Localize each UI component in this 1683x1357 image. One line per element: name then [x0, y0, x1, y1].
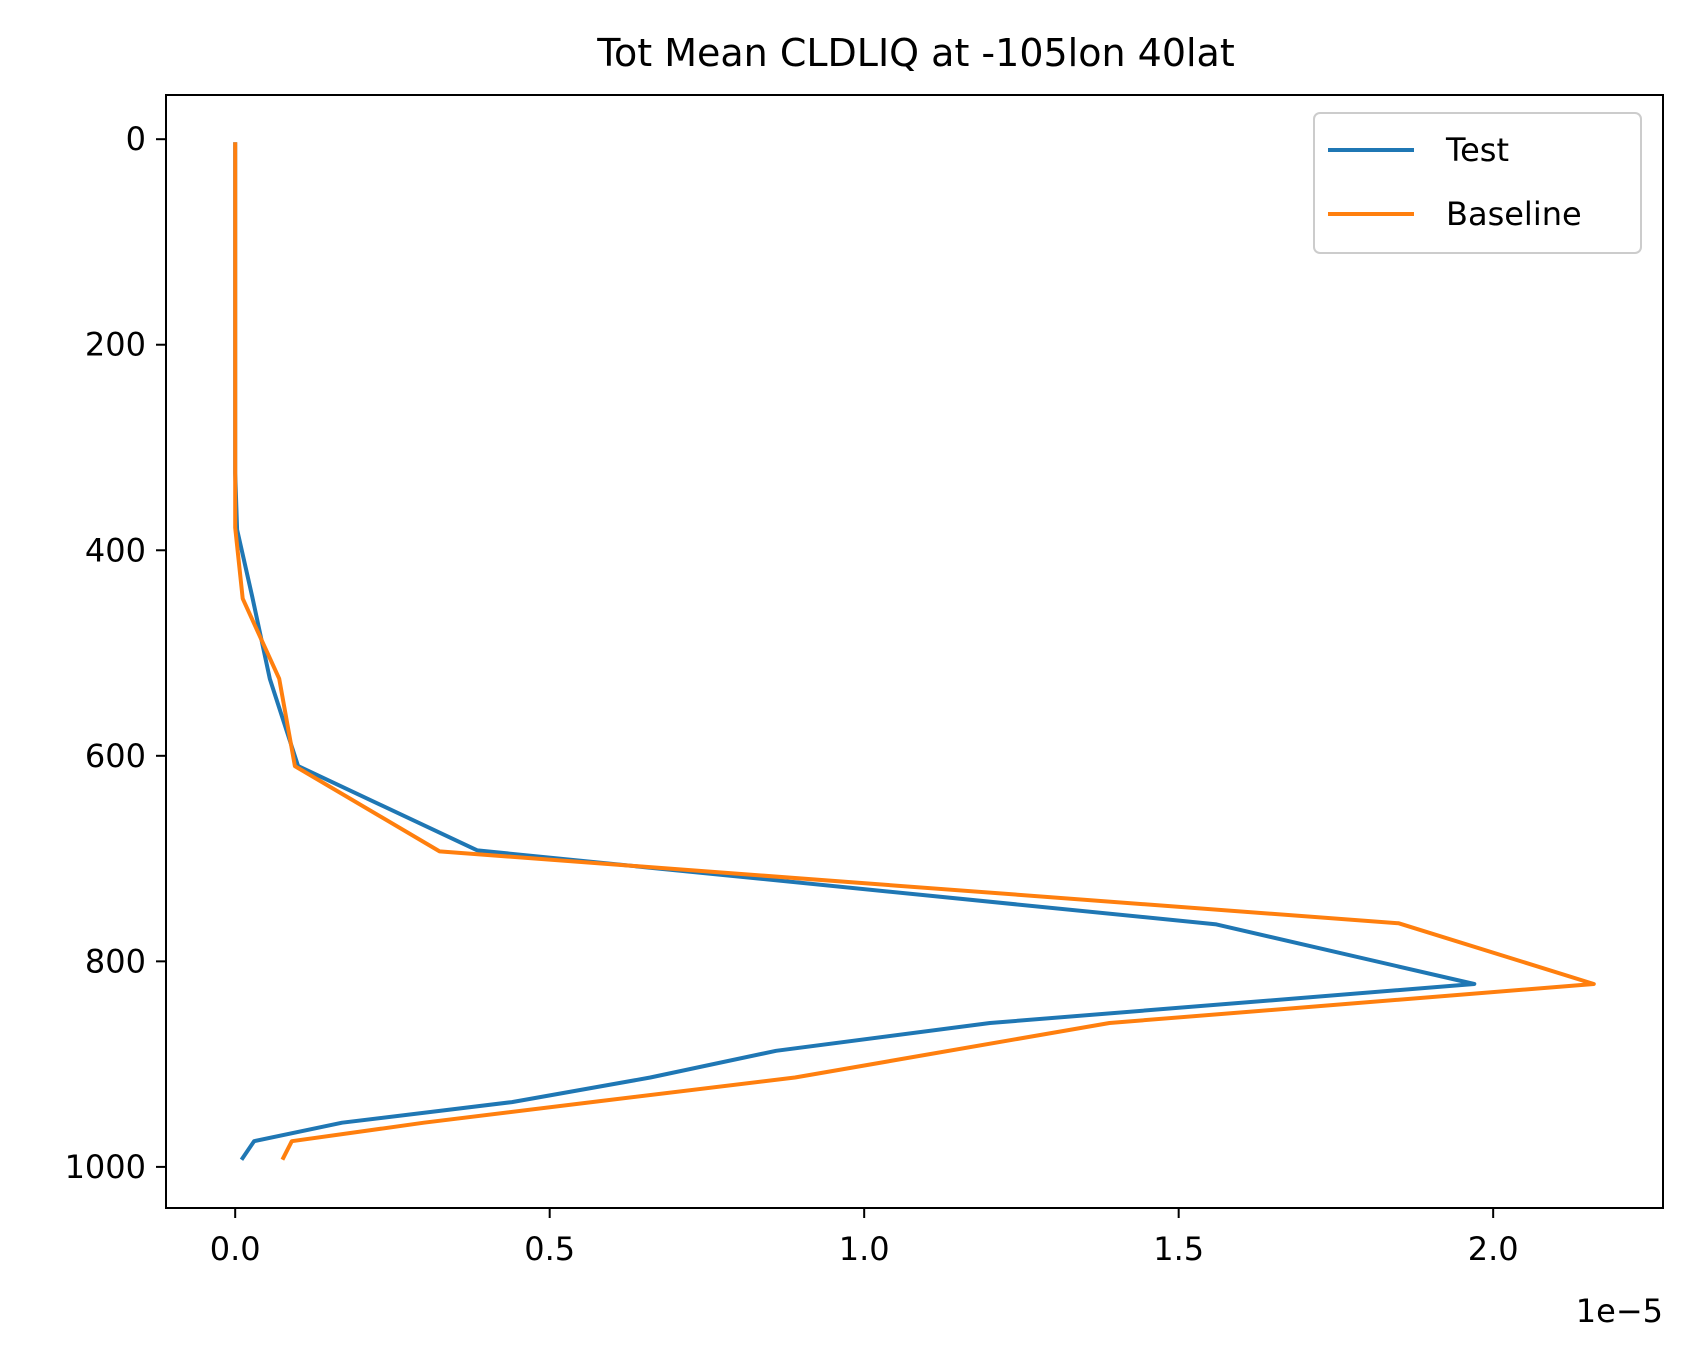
x-axis: 0.0 0.5 1.0 1.5 2.0 [210, 1208, 1519, 1268]
legend: Test Baseline [1313, 112, 1642, 254]
axes-frame [165, 94, 1664, 1209]
x-tick-label: 0.5 [524, 1230, 575, 1268]
x-offset-label: 1e−5 [1576, 1292, 1663, 1330]
chart-title: Tot Mean CLDLIQ at -105lon 40lat [596, 31, 1235, 75]
y-axis: 0 200 400 600 800 1000 [65, 120, 166, 1186]
x-tick-label: 1.5 [1153, 1230, 1204, 1268]
y-tick-label: 0 [126, 120, 146, 158]
y-tick-label: 200 [85, 326, 146, 364]
x-tick-label: 1.0 [839, 1230, 890, 1268]
series-layer [233, 142, 1596, 1161]
x-tick-label: 2.0 [1468, 1230, 1519, 1268]
series-line-baseline [233, 142, 1596, 1161]
x-tick-label: 0.0 [210, 1230, 261, 1268]
y-tick-label: 800 [85, 942, 146, 980]
y-tick-label: 1000 [65, 1148, 146, 1186]
legend-label-test: Test [1445, 131, 1509, 169]
y-tick-label: 400 [85, 531, 146, 569]
legend-label-baseline: Baseline [1446, 195, 1582, 233]
y-tick-label: 600 [85, 737, 146, 775]
